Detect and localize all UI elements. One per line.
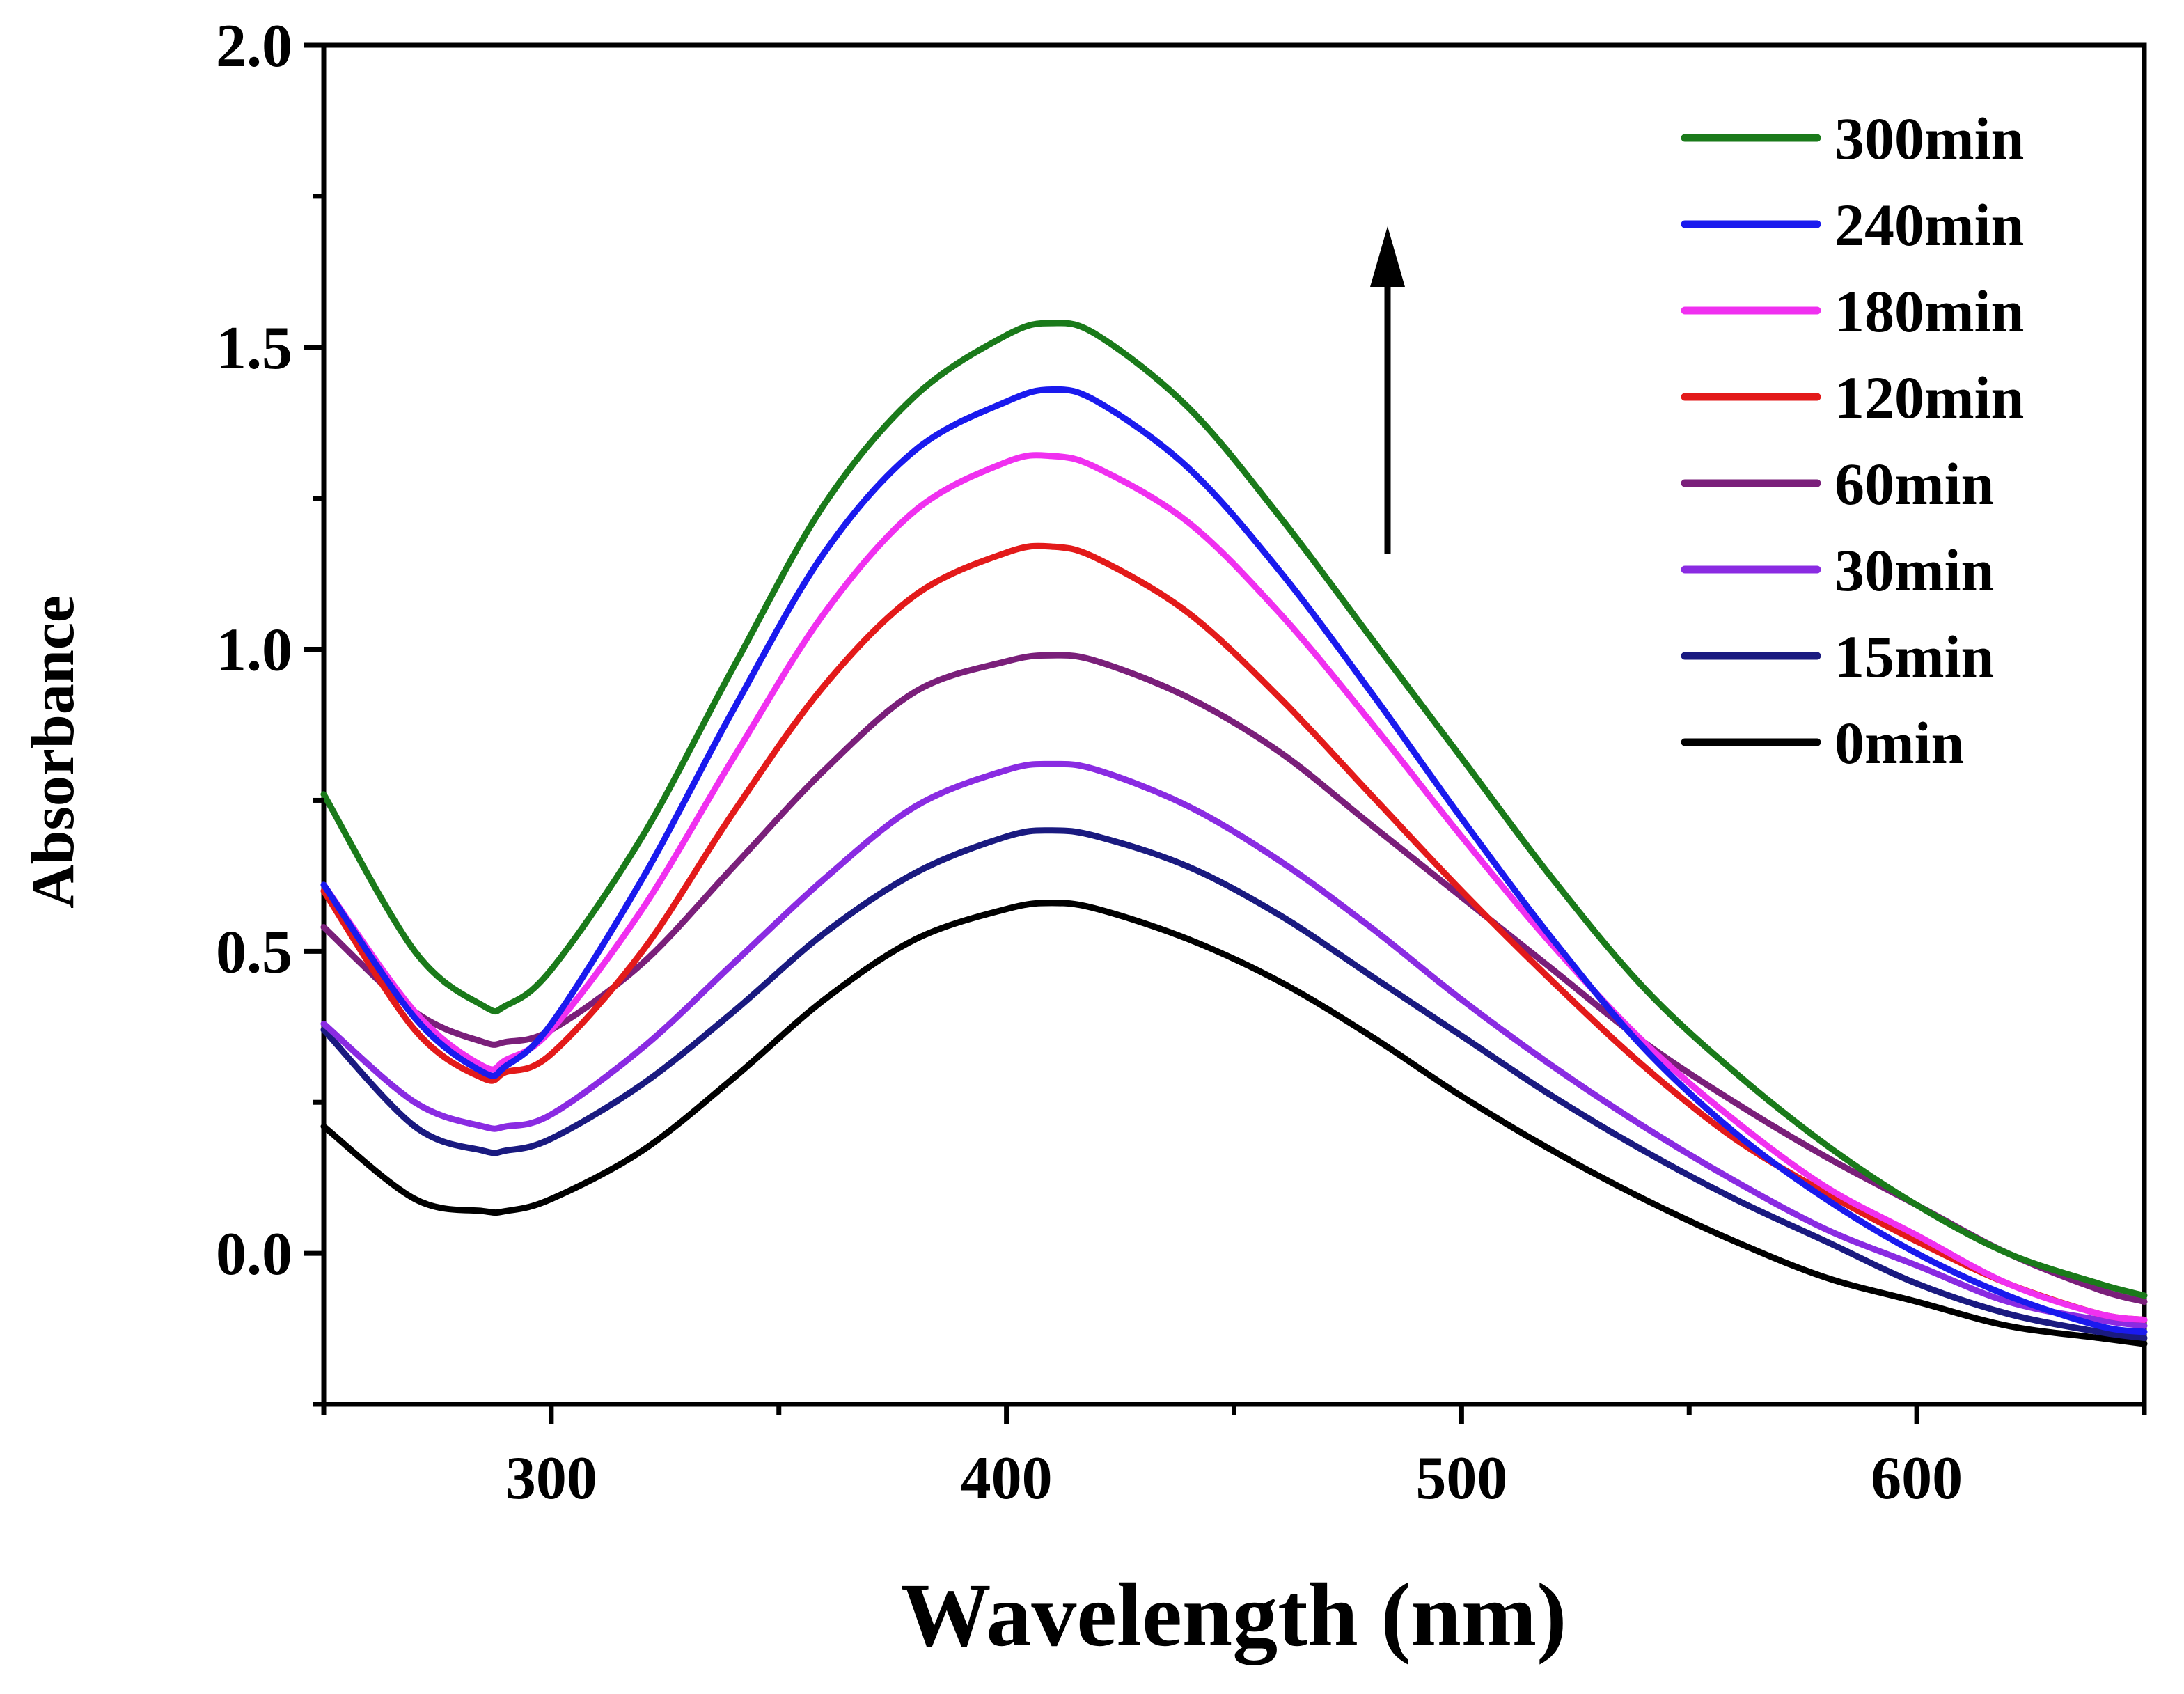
legend: 300min 240min 180min 120min 60min 30min 15min 0… [1681,105,2024,776]
series-layer [320,320,2148,1347]
x-tick-label: 500 [1415,1445,1507,1512]
increase-arrow-head [1370,226,1405,287]
y-tick-label: 0.5 [216,918,292,986]
y-tick-label: 1.5 [216,315,292,382]
legend-label-15min: 15min [1835,623,1994,690]
y-tick-label: 0.0 [216,1221,292,1288]
ticks-layer: 300 400 500 600 0.0 0.5 1.0 1.5 2.0 [216,13,2147,1512]
x-axis-title: Wavelength (nm) [901,1565,1567,1665]
series-line-15min [320,827,2148,1342]
series-line-0min [320,900,2148,1347]
legend-label-300min: 300min [1835,105,2024,172]
legend-label-60min: 60min [1835,450,1994,517]
series-line-30min [320,760,2148,1329]
legend-label-120min: 120min [1835,364,2024,431]
series-line-120min [320,542,2148,1323]
series-line-180min [320,452,2148,1323]
legend-label-240min: 240min [1835,191,2024,258]
legend-label-0min: 0min [1835,709,1964,776]
series-line-240min [320,386,2148,1335]
y-axis-title: Absorbance [19,595,87,909]
x-tick-label: 400 [961,1445,1053,1512]
increase-arrow [1370,226,1405,554]
y-tick-label: 2.0 [216,13,292,80]
y-tick-label: 1.0 [216,617,292,684]
series-line-60min [320,652,2148,1305]
x-tick-label: 300 [505,1445,597,1512]
legend-label-180min: 180min [1835,278,2024,345]
legend-label-30min: 30min [1835,537,1994,604]
series-line-300min [320,320,2148,1299]
x-tick-label: 600 [1871,1445,1963,1512]
